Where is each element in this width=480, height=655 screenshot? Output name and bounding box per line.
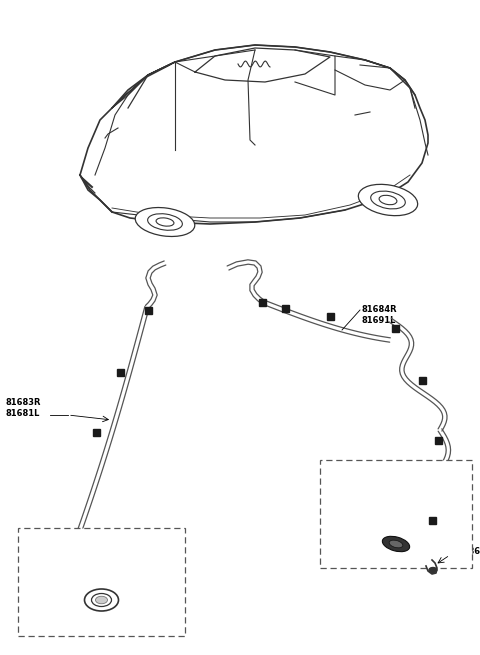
- Ellipse shape: [359, 184, 418, 215]
- Ellipse shape: [84, 589, 119, 611]
- Polygon shape: [259, 299, 265, 305]
- Polygon shape: [419, 377, 425, 383]
- Polygon shape: [281, 305, 288, 312]
- Polygon shape: [429, 517, 435, 523]
- Text: 83191: 83191: [378, 491, 414, 501]
- Ellipse shape: [135, 208, 195, 236]
- Ellipse shape: [371, 191, 405, 209]
- Text: (W/O SUNROOF): (W/O SUNROOF): [26, 538, 108, 546]
- Polygon shape: [117, 369, 123, 375]
- Text: 1076AM: 1076AM: [372, 509, 420, 519]
- Polygon shape: [392, 324, 398, 331]
- Polygon shape: [434, 436, 442, 443]
- FancyBboxPatch shape: [320, 460, 472, 568]
- Ellipse shape: [429, 567, 437, 572]
- Ellipse shape: [148, 214, 182, 231]
- Ellipse shape: [379, 195, 397, 205]
- Text: 81683R
81681L: 81683R 81681L: [5, 398, 40, 418]
- Ellipse shape: [92, 593, 111, 607]
- Text: 81684R
81691L: 81684R 81691L: [362, 305, 397, 325]
- Polygon shape: [93, 428, 99, 436]
- Ellipse shape: [389, 540, 403, 548]
- Polygon shape: [326, 312, 334, 320]
- Ellipse shape: [156, 218, 174, 226]
- Ellipse shape: [383, 536, 409, 552]
- Polygon shape: [144, 307, 152, 314]
- Ellipse shape: [96, 596, 108, 604]
- FancyBboxPatch shape: [18, 528, 185, 636]
- Text: (W/O SUNROOF): (W/O SUNROOF): [326, 470, 408, 479]
- Text: 1731JB: 1731JB: [81, 557, 122, 567]
- Text: 81686B: 81686B: [452, 548, 480, 557]
